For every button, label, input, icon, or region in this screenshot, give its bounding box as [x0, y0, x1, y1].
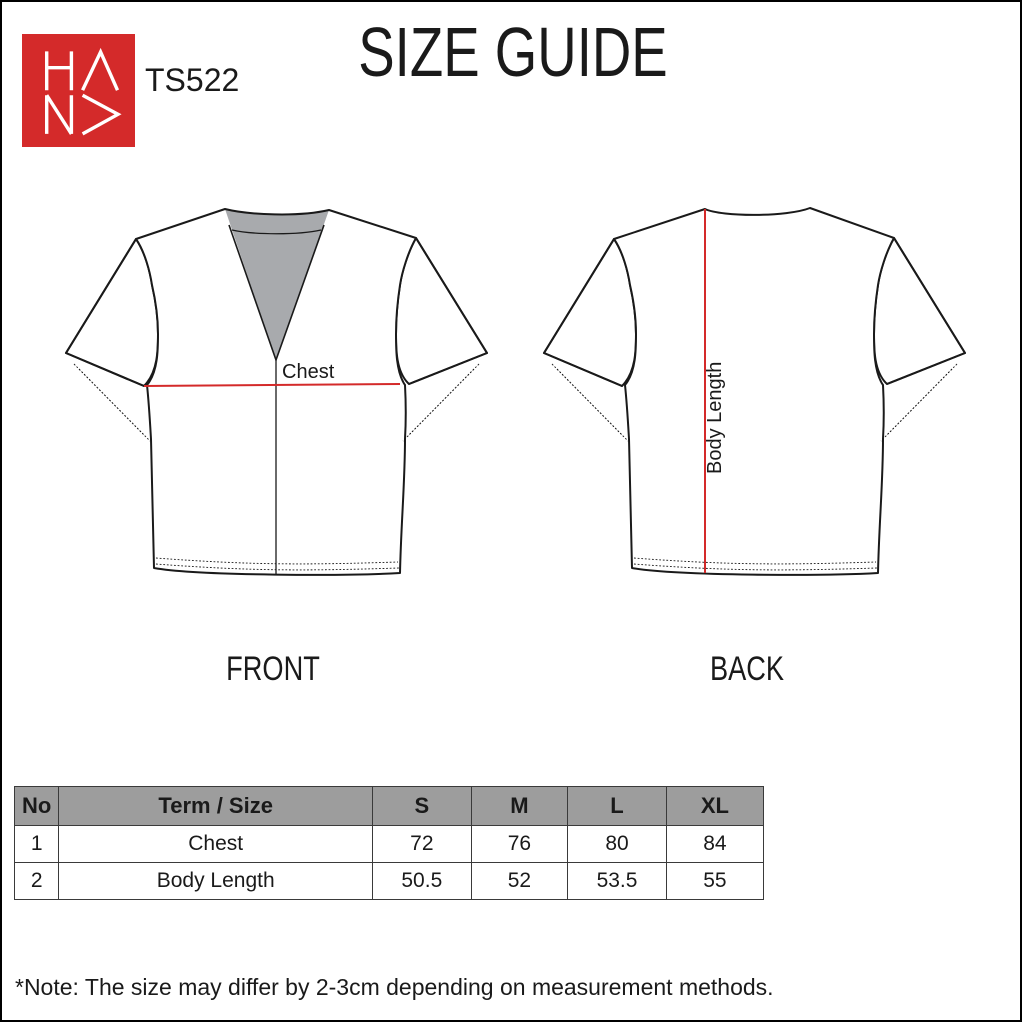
svg-text:Chest: Chest: [282, 361, 335, 383]
svg-text:Body Length: Body Length: [704, 362, 726, 474]
